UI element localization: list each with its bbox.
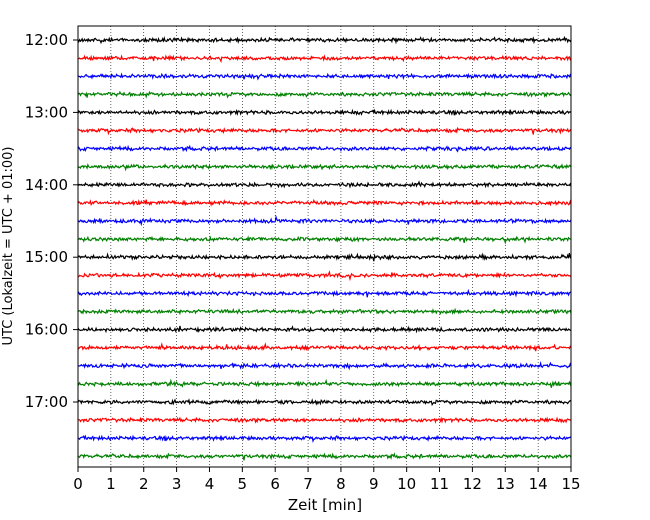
- x-tick-label: 11: [430, 475, 449, 493]
- x-tick-label: 0: [73, 475, 83, 493]
- seismogram-trace: [77, 214, 572, 227]
- x-tick-label: 10: [397, 475, 416, 493]
- seismogram-trace: [77, 162, 572, 172]
- seismogram-traces: [77, 35, 572, 461]
- seismogram-trace: [77, 452, 572, 461]
- seismogram-trace: [77, 270, 572, 282]
- x-tick-label: 7: [303, 475, 313, 493]
- seismogram-trace: [77, 360, 572, 371]
- x-tick-label: 3: [172, 475, 182, 493]
- y-axis-title: UTC (Lokalzeit = UTC + 01:00): [1, 147, 16, 346]
- x-tick-label: 4: [205, 475, 215, 493]
- seismogram-trace: [77, 288, 572, 298]
- x-axis-title: Zeit [min]: [288, 496, 362, 514]
- seismogram-trace: [77, 378, 572, 388]
- x-tick-label: 6: [270, 475, 280, 493]
- seismogram-trace: [77, 416, 572, 424]
- x-tick-label: 12: [463, 475, 482, 493]
- y-axis: 12:00 13:00 14:00 15:00 16:00 17:00: [25, 31, 78, 411]
- x-tick-label: 5: [238, 475, 248, 493]
- x-tick-label: 9: [369, 475, 379, 493]
- x-tick-label: 13: [496, 475, 515, 493]
- x-tick-label: 15: [561, 475, 580, 493]
- y-tick-label: 15:00: [25, 248, 68, 266]
- y-tick-label: 14:00: [25, 176, 68, 194]
- x-axis: 0 1 2 3 4 5 6 7 8 9 10 11 12 13 14 15: [73, 467, 581, 493]
- seismogram-trace: [77, 35, 572, 45]
- x-tick-label: 2: [139, 475, 149, 493]
- seismogram-trace: [77, 108, 572, 117]
- plot-frame: [77, 25, 572, 468]
- seismogram-trace: [77, 307, 572, 316]
- seismogram-trace: [77, 235, 572, 245]
- seismogram-trace: [77, 144, 572, 153]
- seismogram-trace: [77, 54, 572, 64]
- seismogram-trace: [77, 126, 572, 136]
- seismogram-trace: [77, 325, 572, 334]
- y-tick-label: 16:00: [25, 321, 68, 339]
- seismogram-trace: [77, 342, 572, 352]
- seismogram-trace: [77, 398, 572, 407]
- y-tick-label: 13:00: [25, 103, 68, 121]
- x-tick-label: 8: [336, 475, 346, 493]
- x-tick-label: 1: [106, 475, 116, 493]
- seismogram-trace: [77, 180, 572, 189]
- y-tick-label: 12:00: [25, 31, 68, 49]
- seismogram-trace: [77, 90, 572, 99]
- seismogram-trace: [77, 252, 572, 262]
- seismogram-trace: [77, 72, 572, 81]
- y-tick-label: 17:00: [25, 393, 68, 411]
- seismogram-trace: [77, 434, 572, 444]
- x-tick-label: 14: [529, 475, 548, 493]
- seismogram-trace: [77, 198, 572, 207]
